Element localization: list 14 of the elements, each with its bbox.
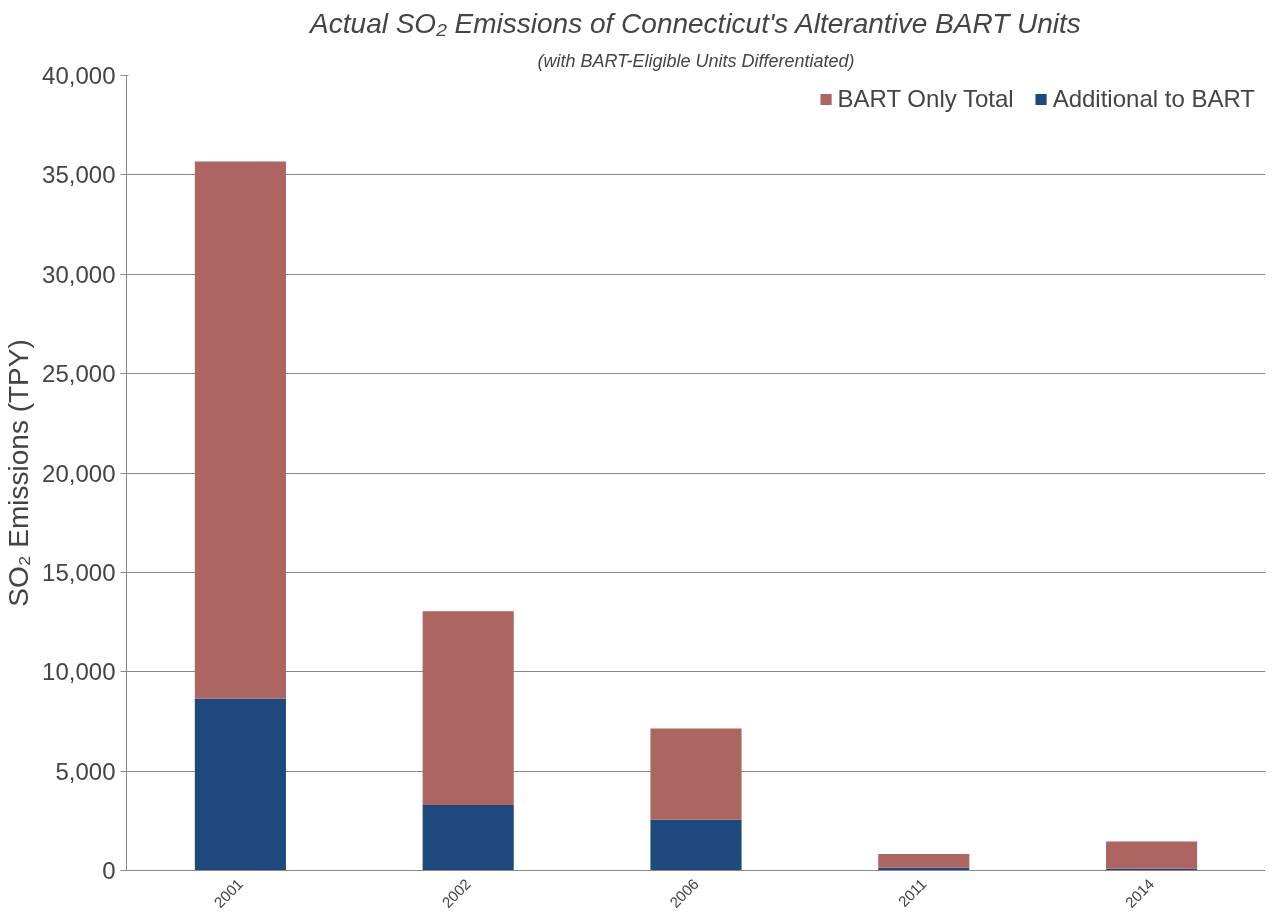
y-tick-label: 10,000 (42, 658, 116, 686)
y-tick-label: 40,000 (42, 62, 116, 89)
legend-label: BART Only Total (837, 85, 1014, 113)
chart-subtitle: (with BART-Eligible Units Differentiated) (537, 50, 855, 71)
y-tick-label: 0 (102, 857, 116, 884)
y-axis-title: SO₂ Emissions (TPY) (3, 339, 35, 607)
chart-title: Actual SO₂ Emissions of Connecticut's Alterantive BART Units (308, 7, 1081, 39)
y-tick-label: 5,000 (55, 757, 116, 785)
legend-label: Additional to BART (1052, 85, 1255, 113)
y-tick-label: 20,000 (42, 459, 116, 487)
y-tick-label: 25,000 (42, 360, 116, 388)
y-tick-label: 30,000 (42, 260, 116, 288)
y-tick-label: 35,000 (42, 161, 116, 189)
y-tick-label: 15,000 (42, 558, 116, 586)
